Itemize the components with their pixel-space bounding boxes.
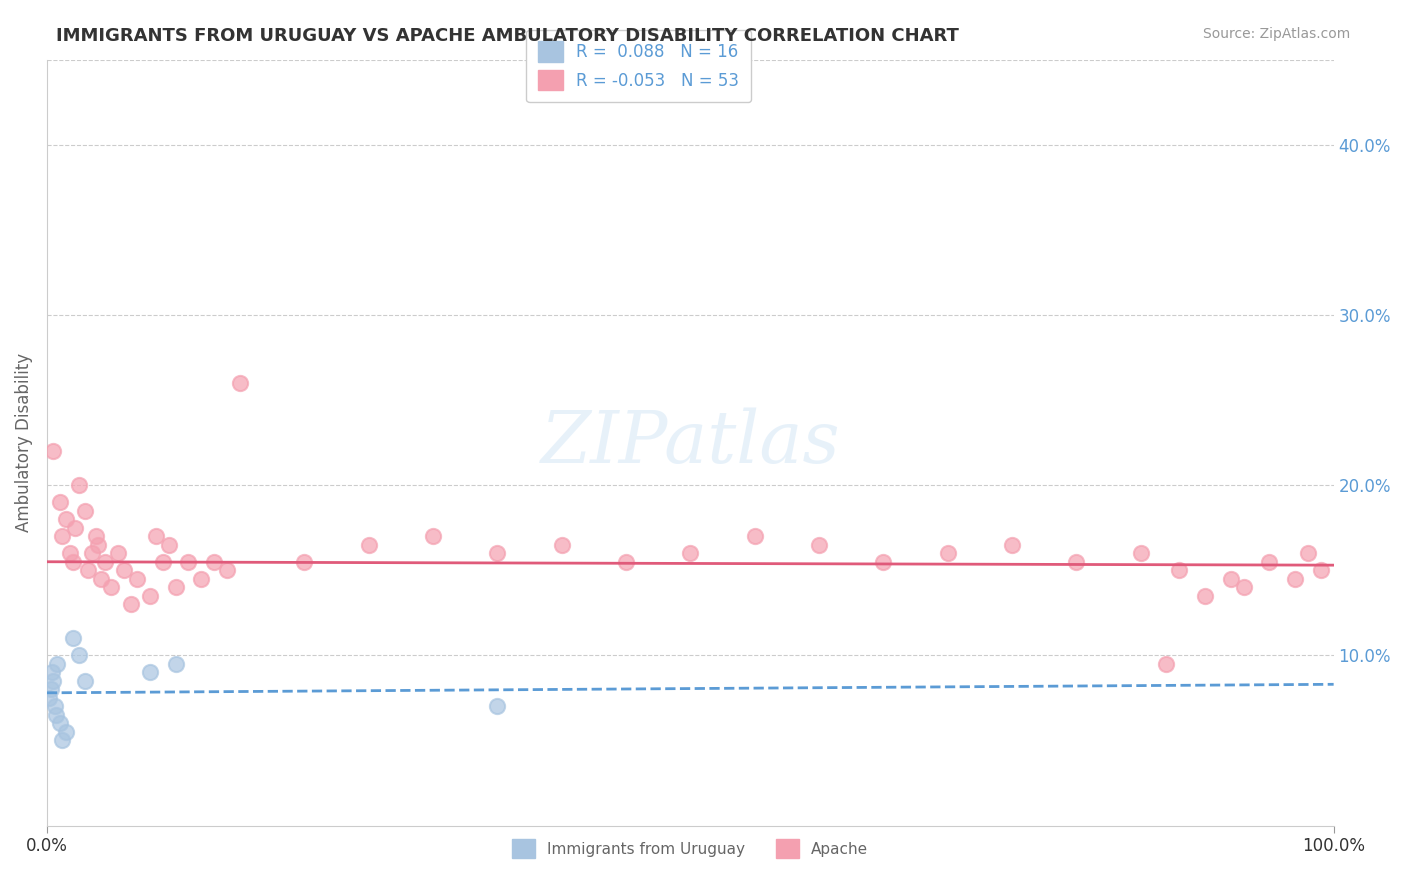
Point xyxy=(51,733,73,747)
Point xyxy=(1258,555,1281,569)
Point xyxy=(67,478,90,492)
Point xyxy=(90,572,112,586)
Point xyxy=(215,563,238,577)
Point xyxy=(486,699,509,714)
Point xyxy=(165,657,187,671)
Point xyxy=(62,632,84,646)
Point xyxy=(39,682,62,697)
Point xyxy=(94,555,117,569)
Point xyxy=(1284,572,1306,586)
Point xyxy=(152,555,174,569)
Point xyxy=(59,546,82,560)
Point xyxy=(49,495,72,509)
Point xyxy=(744,529,766,543)
Point xyxy=(550,538,572,552)
Text: IMMIGRANTS FROM URUGUAY VS APACHE AMBULATORY DISABILITY CORRELATION CHART: IMMIGRANTS FROM URUGUAY VS APACHE AMBULA… xyxy=(56,27,959,45)
Point xyxy=(55,725,77,739)
Point xyxy=(45,708,67,723)
Point xyxy=(1001,538,1024,552)
Point xyxy=(139,665,162,680)
Point xyxy=(1194,589,1216,603)
Point xyxy=(120,597,142,611)
Point xyxy=(41,665,63,680)
Point xyxy=(46,657,69,671)
Point xyxy=(1129,546,1152,560)
Point xyxy=(107,546,129,560)
Point xyxy=(872,555,894,569)
Point xyxy=(1309,563,1331,577)
Text: ZIPatlas: ZIPatlas xyxy=(540,408,839,478)
Point xyxy=(679,546,702,560)
Point xyxy=(67,648,90,663)
Point xyxy=(87,538,110,552)
Point xyxy=(51,529,73,543)
Point xyxy=(614,555,637,569)
Point xyxy=(202,555,225,569)
Point xyxy=(1219,572,1241,586)
Point xyxy=(139,589,162,603)
Point xyxy=(112,563,135,577)
Text: Source: ZipAtlas.com: Source: ZipAtlas.com xyxy=(1202,27,1350,41)
Point xyxy=(145,529,167,543)
Point xyxy=(49,716,72,731)
Point xyxy=(229,376,252,390)
Point xyxy=(486,546,509,560)
Point xyxy=(75,673,97,688)
Legend: Immigrants from Uruguay, Apache: Immigrants from Uruguay, Apache xyxy=(506,833,875,864)
Point xyxy=(292,555,315,569)
Point xyxy=(422,529,444,543)
Y-axis label: Ambulatory Disability: Ambulatory Disability xyxy=(15,353,32,533)
Point xyxy=(77,563,100,577)
Point xyxy=(1168,563,1191,577)
Point xyxy=(38,690,60,705)
Point xyxy=(936,546,959,560)
Point xyxy=(1156,657,1178,671)
Point xyxy=(80,546,103,560)
Point xyxy=(807,538,830,552)
Point xyxy=(55,512,77,526)
Point xyxy=(42,673,65,688)
Point xyxy=(1232,580,1254,594)
Point xyxy=(84,529,107,543)
Point xyxy=(125,572,148,586)
Point xyxy=(1064,555,1087,569)
Point xyxy=(63,521,86,535)
Point xyxy=(42,444,65,458)
Point xyxy=(1296,546,1319,560)
Point xyxy=(165,580,187,594)
Point xyxy=(177,555,200,569)
Point xyxy=(44,699,66,714)
Point xyxy=(190,572,212,586)
Point xyxy=(62,555,84,569)
Point xyxy=(75,504,97,518)
Point xyxy=(357,538,380,552)
Point xyxy=(157,538,180,552)
Point xyxy=(100,580,122,594)
